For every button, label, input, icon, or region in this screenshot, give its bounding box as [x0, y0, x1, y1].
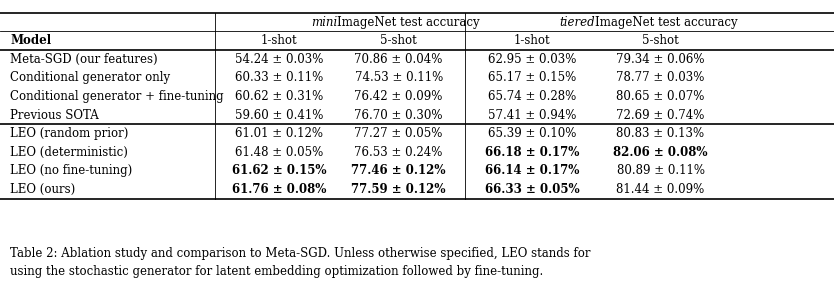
Text: tiered: tiered — [560, 16, 595, 29]
Text: 59.60 ± 0.41%: 59.60 ± 0.41% — [235, 108, 324, 122]
Text: 78.77 ± 0.03%: 78.77 ± 0.03% — [616, 71, 705, 84]
Text: 1-shot: 1-shot — [514, 34, 550, 47]
Text: 66.33 ± 0.05%: 66.33 ± 0.05% — [485, 183, 580, 196]
Text: 80.89 ± 0.11%: 80.89 ± 0.11% — [616, 164, 705, 178]
Text: LEO (random prior): LEO (random prior) — [10, 127, 128, 140]
Text: 57.41 ± 0.94%: 57.41 ± 0.94% — [488, 108, 576, 122]
Text: 65.39 ± 0.10%: 65.39 ± 0.10% — [488, 127, 576, 140]
Text: 5-shot: 5-shot — [642, 34, 679, 47]
Text: LEO (ours): LEO (ours) — [10, 183, 75, 196]
Text: LEO (no fine-tuning): LEO (no fine-tuning) — [10, 164, 133, 178]
Text: 76.42 ± 0.09%: 76.42 ± 0.09% — [354, 90, 443, 103]
Text: LEO (deterministic): LEO (deterministic) — [10, 146, 128, 159]
Text: 72.69 ± 0.74%: 72.69 ± 0.74% — [616, 108, 705, 122]
Text: 79.34 ± 0.06%: 79.34 ± 0.06% — [616, 53, 705, 66]
Text: Previous SOTA: Previous SOTA — [10, 108, 98, 122]
Text: Meta-SGD (our features): Meta-SGD (our features) — [10, 53, 158, 66]
Text: 62.95 ± 0.03%: 62.95 ± 0.03% — [488, 53, 576, 66]
Text: 61.48 ± 0.05%: 61.48 ± 0.05% — [235, 146, 324, 159]
Text: 65.74 ± 0.28%: 65.74 ± 0.28% — [488, 90, 576, 103]
Text: Table 2: Ablation study and comparison to Meta-SGD. Unless otherwise specified, : Table 2: Ablation study and comparison t… — [10, 247, 590, 278]
Text: Conditional generator + fine-tuning: Conditional generator + fine-tuning — [10, 90, 224, 103]
Text: 61.01 ± 0.12%: 61.01 ± 0.12% — [235, 127, 324, 140]
Text: ImageNet test accuracy: ImageNet test accuracy — [595, 16, 738, 29]
Text: Conditional generator only: Conditional generator only — [10, 71, 170, 84]
Text: 65.17 ± 0.15%: 65.17 ± 0.15% — [488, 71, 576, 84]
Text: 1-shot: 1-shot — [261, 34, 298, 47]
Text: 76.70 ± 0.30%: 76.70 ± 0.30% — [354, 108, 443, 122]
Text: mini: mini — [311, 16, 337, 29]
Text: 70.86 ± 0.04%: 70.86 ± 0.04% — [354, 53, 443, 66]
Text: ImageNet test accuracy: ImageNet test accuracy — [337, 16, 480, 29]
Text: 60.62 ± 0.31%: 60.62 ± 0.31% — [235, 90, 324, 103]
Text: 61.62 ± 0.15%: 61.62 ± 0.15% — [232, 164, 327, 178]
Text: 54.24 ± 0.03%: 54.24 ± 0.03% — [235, 53, 324, 66]
Text: 5-shot: 5-shot — [380, 34, 417, 47]
Text: 66.18 ± 0.17%: 66.18 ± 0.17% — [485, 146, 580, 159]
Text: 77.46 ± 0.12%: 77.46 ± 0.12% — [351, 164, 446, 178]
Text: 80.83 ± 0.13%: 80.83 ± 0.13% — [616, 127, 705, 140]
Text: Model: Model — [10, 34, 51, 47]
Text: 74.53 ± 0.11%: 74.53 ± 0.11% — [354, 71, 443, 84]
Text: 60.33 ± 0.11%: 60.33 ± 0.11% — [235, 71, 324, 84]
Text: 82.06 ± 0.08%: 82.06 ± 0.08% — [613, 146, 708, 159]
Text: 66.14 ± 0.17%: 66.14 ± 0.17% — [485, 164, 580, 178]
Text: 76.53 ± 0.24%: 76.53 ± 0.24% — [354, 146, 443, 159]
Text: 77.27 ± 0.05%: 77.27 ± 0.05% — [354, 127, 443, 140]
Text: 77.59 ± 0.12%: 77.59 ± 0.12% — [351, 183, 446, 196]
Text: 80.65 ± 0.07%: 80.65 ± 0.07% — [616, 90, 705, 103]
Text: 81.44 ± 0.09%: 81.44 ± 0.09% — [616, 183, 705, 196]
Text: 61.76 ± 0.08%: 61.76 ± 0.08% — [232, 183, 327, 196]
